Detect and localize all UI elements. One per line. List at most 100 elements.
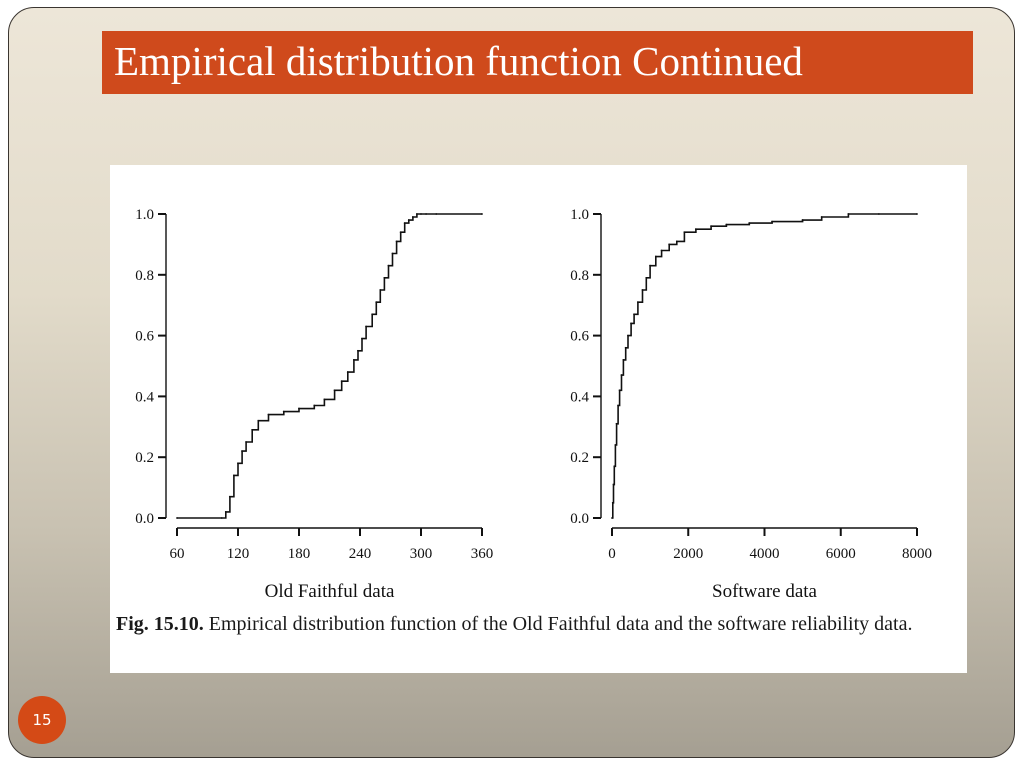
ecdf-point [847,213,850,215]
ecdf-point [257,419,260,422]
page-number-badge: 15 [18,696,66,744]
x-axis-label: Software data [712,581,818,602]
x-axis-label: Old Faithful data [265,581,395,602]
ecdf-point [627,334,629,337]
ecdf-point [403,222,406,225]
ecdf-point [241,450,243,453]
ecdf-point [694,228,697,231]
ecdf-point [224,511,227,513]
x-tick-label: 4000 [750,546,780,562]
ecdf-point [365,325,367,328]
ecdf-point [391,252,394,255]
x-tick-label: 180 [288,546,311,562]
y-tick-label: 0.0 [135,511,154,527]
x-tick-label: 120 [227,546,250,562]
ecdf-point [233,474,235,477]
ecdf-point [624,346,627,349]
ecdf-point [683,231,686,234]
ecdf-point [237,462,239,465]
x-tick-label: 0 [608,546,616,562]
figure-caption: Fig. 15.10. Empirical distribution funct… [116,611,956,637]
figure-panel: 0.0 0.2 0.4 0.6 0.8 1.0 60 120 180 240 300 360 Old F… [110,165,967,673]
ecdf-point [748,222,751,225]
ecdf-point [611,501,614,504]
ecdf-point [660,249,663,252]
ecdf-line-2 [612,213,917,519]
ecdf-point [615,422,618,425]
y-tick-label: 0.4 [570,389,589,405]
x-tick-label: 240 [349,546,372,562]
slide-title: Empirical distribution function Continue… [114,38,803,84]
y-tick-label: 0.2 [135,450,154,466]
ecdf-point [771,220,774,223]
y-tick-label: 0.0 [570,511,589,527]
ecdf-point [387,264,390,267]
ecdf-point [407,219,410,221]
ecdf-point [916,213,918,215]
ecdf-point [383,276,386,279]
ecdf-point [411,216,414,218]
ecdf-point [251,428,254,431]
ecdf-point [399,231,402,234]
y-tick-label: 0.8 [570,268,589,284]
ecdf-point [267,413,270,416]
ecdf-point [801,219,804,221]
y-tick-label: 0.6 [135,329,154,345]
ecdf-point [620,374,623,377]
ecdf-point [710,225,713,228]
ecdf-point [346,371,349,373]
y-tick-label: 0.6 [570,329,589,345]
y-tick-label: 0.8 [135,268,154,284]
ecdf-point [176,517,178,519]
caption-text: Empirical distribution function of the O… [203,613,913,635]
ecdf-point [614,444,617,446]
ecdf-point [612,483,615,486]
ecdf-point [340,380,343,383]
ecdf-point [633,313,636,316]
ecdf-point [353,359,355,361]
ecdf-point [877,213,880,215]
ecdf-point [820,216,823,218]
x-tick-label: 300 [410,546,433,562]
x-tick-label: 6000 [826,546,856,562]
ecdf-point [220,517,223,519]
ecdf-point [617,404,619,407]
ecdf-point [425,213,427,215]
ecdf-point [435,213,438,215]
ecdf-point [630,322,632,325]
ecdf-point [371,313,374,316]
x-tick-label: 8000 [902,546,932,562]
ecdf-point [333,389,336,392]
y-tick-label: 0.2 [570,450,589,466]
y-tick-label: 1.0 [135,207,154,223]
ecdf-point [313,404,316,407]
caption-label: Fig. 15.10. [116,613,204,635]
ecdf-point [379,289,382,291]
x-tick-label: 360 [471,546,494,562]
x-tick-label: 2000 [673,546,703,562]
charts-svg: 0.0 0.2 0.4 0.6 0.8 1.0 60 120 180 240 300 360 Old F… [135,207,932,602]
ecdf-point [481,213,483,215]
ecdf-point [611,517,613,519]
ecdf-point [725,223,728,226]
ecdf-point [245,441,248,443]
ecdf-point [416,213,418,215]
ecdf-point [637,301,639,304]
ecdf-point [298,407,300,410]
x-tick-label: 60 [170,546,185,562]
ecdf-point [668,243,671,246]
ecdf-line-1 [177,213,482,519]
ecdf-point [323,398,326,401]
ecdf-point [622,359,625,361]
ecdf-point [228,495,231,498]
ecdf-point [282,410,285,413]
y-tick-label: 1.0 [570,207,589,223]
ecdf-point [357,349,359,352]
ecdf-point [649,264,652,267]
ecdf-point [654,255,657,258]
ecdf-point [361,337,363,340]
ecdf-point [613,465,616,468]
ecdf-point [675,240,678,243]
ecdf-point [395,240,398,243]
y-tick-label: 0.4 [135,389,154,405]
